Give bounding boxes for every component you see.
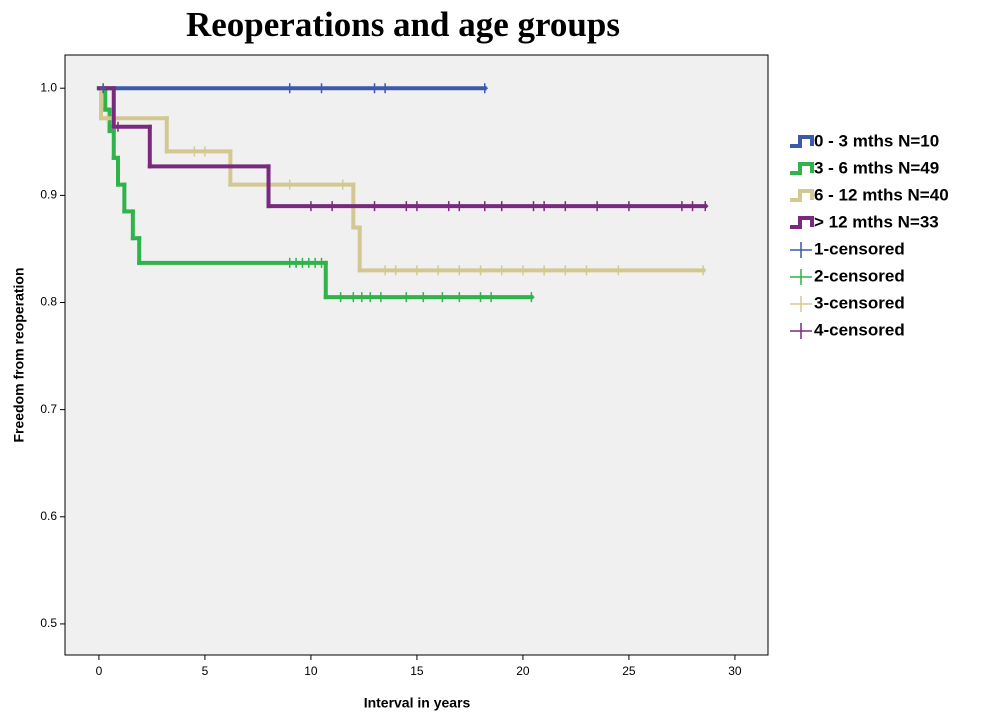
censor-mark bbox=[528, 292, 535, 303]
censor-mark bbox=[358, 292, 365, 303]
legend-swatch bbox=[790, 242, 812, 258]
censor-mark bbox=[477, 292, 484, 303]
legend-label: 4-censored bbox=[814, 320, 905, 339]
x-tick-label: 5 bbox=[202, 664, 209, 678]
censor-mark bbox=[456, 265, 463, 276]
chart-title: Reoperations and age groups bbox=[186, 5, 620, 44]
legend-label: 1-censored bbox=[814, 239, 905, 258]
censor-mark bbox=[413, 265, 420, 276]
censor-mark bbox=[350, 292, 357, 303]
x-tick-label: 25 bbox=[622, 664, 636, 678]
censor-mark bbox=[562, 265, 569, 276]
censor-mark bbox=[293, 257, 300, 268]
y-tick-label: 0.8 bbox=[40, 295, 57, 309]
censor-mark bbox=[583, 265, 590, 276]
legend-label: > 12 mths N=33 bbox=[814, 212, 939, 231]
censor-mark bbox=[403, 292, 410, 303]
legend-swatch bbox=[790, 323, 812, 339]
legend-label: 3 - 6 mths N=49 bbox=[814, 158, 939, 177]
legend-swatch bbox=[790, 296, 812, 312]
censor-mark bbox=[420, 292, 427, 303]
x-axis-label: Interval in years bbox=[364, 695, 471, 711]
censor-mark bbox=[371, 83, 378, 94]
censor-mark bbox=[498, 265, 505, 276]
censor-mark bbox=[519, 265, 526, 276]
legend-swatch bbox=[790, 162, 814, 175]
y-tick-label: 0.6 bbox=[40, 509, 57, 523]
censor-mark bbox=[702, 201, 709, 212]
x-tick-label: 10 bbox=[304, 664, 318, 678]
censor-mark bbox=[615, 265, 622, 276]
y-axis-label: Freedom from reoperation bbox=[11, 267, 27, 442]
y-tick-label: 0.7 bbox=[40, 402, 57, 416]
censor-mark bbox=[307, 201, 314, 212]
legend-swatch bbox=[790, 269, 812, 285]
censor-mark bbox=[286, 257, 293, 268]
censor-mark bbox=[488, 292, 495, 303]
censor-mark bbox=[337, 292, 344, 303]
censor-mark bbox=[377, 292, 384, 303]
censor-mark bbox=[191, 146, 198, 157]
censor-mark bbox=[299, 257, 306, 268]
legend-swatch bbox=[790, 189, 814, 202]
censor-mark bbox=[286, 179, 293, 190]
censor-mark bbox=[318, 257, 325, 268]
censor-mark bbox=[700, 265, 707, 276]
censor-mark bbox=[477, 265, 484, 276]
censor-mark bbox=[689, 201, 696, 212]
censor-mark bbox=[382, 83, 389, 94]
censor-mark bbox=[403, 201, 410, 212]
censor-mark bbox=[456, 292, 463, 303]
censor-mark bbox=[339, 179, 346, 190]
x-tick-label: 30 bbox=[728, 664, 742, 678]
y-tick-label: 1.0 bbox=[40, 80, 57, 94]
censor-mark bbox=[104, 113, 111, 124]
censor-mark bbox=[594, 201, 601, 212]
censor-mark bbox=[541, 201, 548, 212]
censor-mark bbox=[439, 292, 446, 303]
censor-mark bbox=[530, 201, 537, 212]
legend-label: 6 - 12 mths N=40 bbox=[814, 185, 949, 204]
x-tick-label: 15 bbox=[410, 664, 424, 678]
censor-mark bbox=[445, 201, 452, 212]
censor-mark bbox=[100, 83, 107, 94]
censor-mark bbox=[562, 201, 569, 212]
censor-mark bbox=[305, 257, 312, 268]
censor-mark bbox=[318, 83, 325, 94]
censor-mark bbox=[382, 265, 389, 276]
censor-mark bbox=[625, 201, 632, 212]
censor-mark bbox=[541, 265, 548, 276]
censor-mark bbox=[435, 265, 442, 276]
censor-mark bbox=[481, 201, 488, 212]
y-tick-label: 0.5 bbox=[40, 616, 57, 630]
x-tick-label: 20 bbox=[516, 664, 530, 678]
legend-label: 2-censored bbox=[814, 266, 905, 285]
censor-mark bbox=[201, 146, 208, 157]
censor-mark bbox=[413, 201, 420, 212]
legend-swatch bbox=[790, 216, 814, 229]
censor-mark bbox=[286, 83, 293, 94]
censor-mark bbox=[371, 201, 378, 212]
y-tick-label: 0.9 bbox=[40, 188, 57, 202]
censor-mark bbox=[312, 257, 319, 268]
censor-mark bbox=[678, 201, 685, 212]
censor-mark bbox=[481, 83, 488, 94]
censor-mark bbox=[329, 201, 336, 212]
x-tick-label: 0 bbox=[96, 664, 103, 678]
censor-mark bbox=[498, 201, 505, 212]
censor-mark bbox=[392, 265, 399, 276]
legend-label: 3-censored bbox=[814, 293, 905, 312]
censor-mark bbox=[115, 121, 122, 132]
legend-label: 0 - 3 mths N=10 bbox=[814, 131, 939, 150]
legend-swatch bbox=[790, 135, 814, 148]
plot-area bbox=[64, 54, 769, 656]
censor-mark bbox=[456, 201, 463, 212]
censor-mark bbox=[367, 292, 374, 303]
